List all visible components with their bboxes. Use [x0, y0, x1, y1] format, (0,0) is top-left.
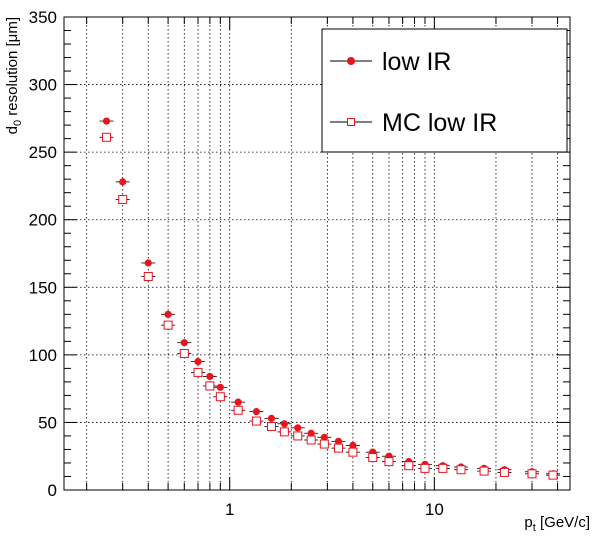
data-point-low-ir	[252, 408, 260, 416]
legend-marker-low-ir	[347, 57, 355, 65]
data-point-mc-low-ir	[368, 453, 378, 463]
y-tick-label: 50	[38, 413, 57, 432]
y-tick-labels: 0 50 100 150 200 250 300 350	[29, 8, 57, 500]
data-point-low-ir	[144, 259, 152, 267]
y-axis-title-rest: resolution [μm]	[4, 17, 21, 120]
y-axis-title-subscript: 0	[12, 120, 24, 126]
legend-box	[321, 28, 568, 153]
data-point-mc-low-ir	[499, 467, 509, 477]
x-tick-labels: 1 10	[225, 500, 444, 519]
y-tick-label: 200	[29, 211, 57, 230]
data-point-low-ir	[307, 429, 315, 437]
data-point-mc-low-ir	[384, 457, 394, 467]
data-point-mc-low-ir	[251, 416, 261, 426]
y-tick-label: 250	[29, 143, 57, 162]
data-point-mc-low-ir	[420, 463, 430, 473]
data-point-mc-low-ir	[266, 421, 276, 431]
data-point-mc-low-ir	[527, 469, 537, 479]
y-tick-label: 300	[29, 76, 57, 95]
y-tick-label: 0	[48, 481, 57, 500]
data-point-mc-low-ir	[163, 320, 173, 330]
data-point-mc-low-ir	[233, 405, 243, 415]
y-axis-title: d0 resolution [μm]	[4, 17, 24, 134]
data-point-mc-low-ir	[193, 367, 203, 377]
data-point-mc-low-ir	[293, 431, 303, 441]
x-tick-label: 10	[425, 500, 444, 519]
data-point-low-ir	[267, 414, 276, 422]
data-point-low-ir	[320, 433, 328, 441]
legend-label-low-ir: low IR	[382, 48, 451, 76]
data-points	[99, 117, 561, 480]
data-point-mc-low-ir	[348, 447, 358, 457]
data-point-low-ir	[164, 310, 172, 318]
x-axis-title-main: p	[524, 514, 532, 531]
data-point-low-ir	[349, 441, 357, 450]
legend-label-mc-low-ir: MC low IR	[382, 109, 497, 137]
data-point-low-ir	[102, 117, 111, 125]
grid	[64, 17, 570, 490]
plot-frame	[63, 16, 571, 491]
data-point-low-ir	[180, 339, 188, 347]
x-tick-label: 1	[225, 500, 234, 519]
legend-entry-low-ir: low IR	[330, 48, 451, 76]
x-axis-title-subscript: t	[533, 522, 536, 534]
data-point-mc-low-ir	[333, 443, 343, 453]
data-point-mc-low-ir	[438, 463, 448, 473]
legend: low IR MC low IR	[321, 28, 568, 153]
data-point-low-ir	[119, 178, 127, 186]
data-point-low-ir	[194, 358, 202, 366]
legend-entry-mc-low-ir: MC low IR	[330, 109, 497, 137]
data-point-mc-low-ir	[306, 435, 316, 445]
x-axis-title-rest: [GeV/c]	[536, 514, 590, 531]
data-point-mc-low-ir	[215, 392, 225, 402]
data-point-low-ir	[234, 398, 242, 406]
y-tick-label: 350	[29, 8, 57, 27]
data-point-mc-low-ir	[143, 271, 153, 281]
data-point-low-ir	[280, 420, 288, 428]
data-point-mc-low-ir	[548, 470, 558, 480]
data-point-mc-low-ir	[101, 132, 111, 142]
data-point-mc-low-ir	[279, 427, 289, 437]
data-point-low-ir	[216, 383, 224, 391]
data-point-mc-low-ir	[179, 349, 189, 359]
y-tick-label: 100	[29, 346, 57, 365]
y-tick-label: 150	[29, 278, 57, 297]
data-point-mc-low-ir	[319, 439, 329, 449]
legend-marker-mc-low-ir	[347, 118, 355, 126]
y-axis-title-main: d	[4, 126, 21, 134]
data-point-low-ir	[206, 372, 214, 381]
data-point-mc-low-ir	[205, 381, 215, 391]
data-point-mc-low-ir	[479, 466, 489, 476]
x-axis-title: pt [GeV/c]	[524, 514, 590, 534]
data-point-mc-low-ir	[456, 465, 466, 475]
data-point-mc-low-ir	[404, 461, 414, 471]
data-point-mc-low-ir	[118, 194, 128, 204]
data-point-low-ir	[334, 437, 343, 445]
data-point-low-ir	[294, 424, 302, 432]
